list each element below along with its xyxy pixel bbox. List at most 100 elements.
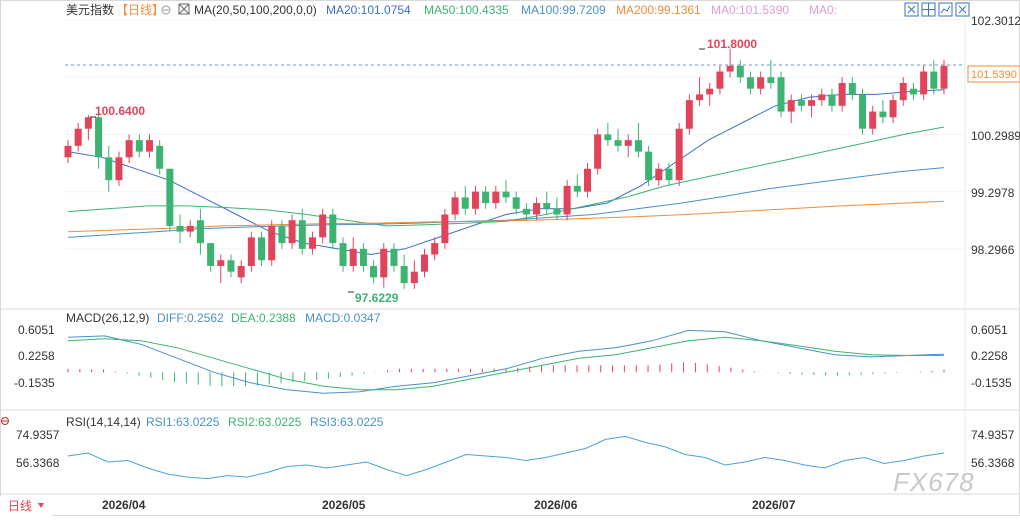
candle-up <box>563 185 571 215</box>
candle-up <box>675 128 683 181</box>
ma-indicator-label: MA(20,50,100,200,0,0) <box>194 3 317 17</box>
candle-down <box>512 197 520 209</box>
rsi-label: RSI(14,14,14) <box>66 415 141 429</box>
date-tick-2: 2026/06 <box>534 498 578 512</box>
candle-up <box>808 100 816 106</box>
period-button[interactable]: 日线 <box>0 496 52 516</box>
last-price-label: 101.5390 <box>971 69 1017 81</box>
candle-up <box>787 100 795 112</box>
last-price-box <box>967 65 1020 83</box>
candle-down <box>848 82 856 95</box>
price-tick-4: 98.2966 <box>971 243 1015 257</box>
ma-settings-icon[interactable] <box>161 5 171 15</box>
candle-up <box>84 117 92 129</box>
chevron-down-icon <box>38 503 44 508</box>
ma20-value: MA20:101.0754 <box>326 3 411 17</box>
grid-icon[interactable] <box>921 2 936 17</box>
candle-up <box>64 145 72 158</box>
candle-down <box>879 111 887 118</box>
high-annotation: 101.8000 <box>707 37 757 51</box>
candle-down <box>502 191 510 198</box>
candle-down <box>634 140 642 152</box>
rsi-tick-left-1: 56.3368 <box>16 456 60 470</box>
macd-dea-line <box>67 336 944 391</box>
candle-down <box>156 145 164 169</box>
ma0-value-b: MA0: <box>809 3 837 17</box>
ma-lock-icon[interactable] <box>178 3 190 15</box>
candle-up <box>145 140 153 152</box>
rsi-tick-left-0: 74.9357 <box>16 428 60 442</box>
macd-value: MACD:0.0347 <box>305 311 381 325</box>
ma200-value: MA200:99.1361 <box>616 3 701 17</box>
candle-up <box>818 94 826 101</box>
candle-down <box>767 77 775 83</box>
macd-tick-left-2: -0.1535 <box>14 376 55 390</box>
candle-down <box>573 185 581 192</box>
candle-up <box>583 168 591 192</box>
candle-down <box>196 220 204 244</box>
candle-up <box>431 243 439 255</box>
close-icon[interactable] <box>955 2 970 17</box>
candle-down <box>645 151 653 181</box>
macd-label: MACD(26,12,9) <box>66 311 149 325</box>
candle-up <box>471 191 479 209</box>
candle-up <box>308 237 316 249</box>
candle-up <box>441 214 449 244</box>
candle-down <box>859 94 867 129</box>
candle-up <box>899 82 907 101</box>
candle-up <box>838 82 846 106</box>
candle-up <box>421 254 429 272</box>
candle-up <box>940 65 948 89</box>
period-label[interactable]: 【日线】 <box>116 3 164 17</box>
candle-up <box>74 128 82 146</box>
date-tick-0: 2026/04 <box>102 498 146 512</box>
candle-down <box>400 265 408 284</box>
candle-up <box>655 168 663 181</box>
left-high-annotation: 100.6400 <box>95 104 145 118</box>
candle-up <box>186 225 194 232</box>
macd-diff-value: DIFF:0.2562 <box>157 311 224 325</box>
candle-down <box>329 214 337 244</box>
candle-down <box>828 94 836 106</box>
date-tick-1: 2026/05 <box>322 498 366 512</box>
candle-up <box>685 100 693 129</box>
candle-up <box>349 248 357 266</box>
candle-down <box>258 237 266 261</box>
candle-down <box>553 208 561 215</box>
rsi-settings-icon[interactable] <box>1 417 9 425</box>
candle-down <box>614 140 622 146</box>
macd-tick-0: 0.6051 <box>971 323 1008 337</box>
candle-up <box>696 94 704 101</box>
low-annotation: 97.6229 <box>355 291 399 305</box>
candle-down <box>736 65 744 78</box>
period-button-label: 日线 <box>8 499 32 513</box>
candle-down <box>930 71 938 89</box>
macd-dea-value: DEA:0.2388 <box>231 311 296 325</box>
candle-down <box>777 77 785 112</box>
candle-up <box>288 220 296 244</box>
candle-down <box>797 100 805 106</box>
candle-up <box>869 111 877 129</box>
candle-up <box>889 100 897 118</box>
chart-icon[interactable] <box>938 2 953 17</box>
price-tick-3: 99.2978 <box>971 186 1015 200</box>
candle-up <box>706 88 714 95</box>
candle-up <box>757 77 765 89</box>
candle-up <box>920 71 928 95</box>
rsi-line <box>67 435 945 480</box>
date-tick-3: 2026/07 <box>752 498 796 512</box>
rsi3-value: RSI3:63.0225 <box>310 415 384 429</box>
macd-tick-1: 0.2258 <box>971 349 1008 363</box>
candle-down <box>105 157 113 181</box>
expand-icon[interactable] <box>904 2 919 17</box>
candle-down <box>665 168 673 181</box>
candle-up <box>125 140 133 158</box>
candle-up <box>217 260 225 266</box>
candle-up <box>410 271 418 284</box>
candle-up <box>268 225 276 261</box>
candle-down <box>390 248 398 266</box>
macd-tick-left-1: 0.2258 <box>18 349 55 363</box>
watermark-logo: FX678 <box>893 467 975 497</box>
